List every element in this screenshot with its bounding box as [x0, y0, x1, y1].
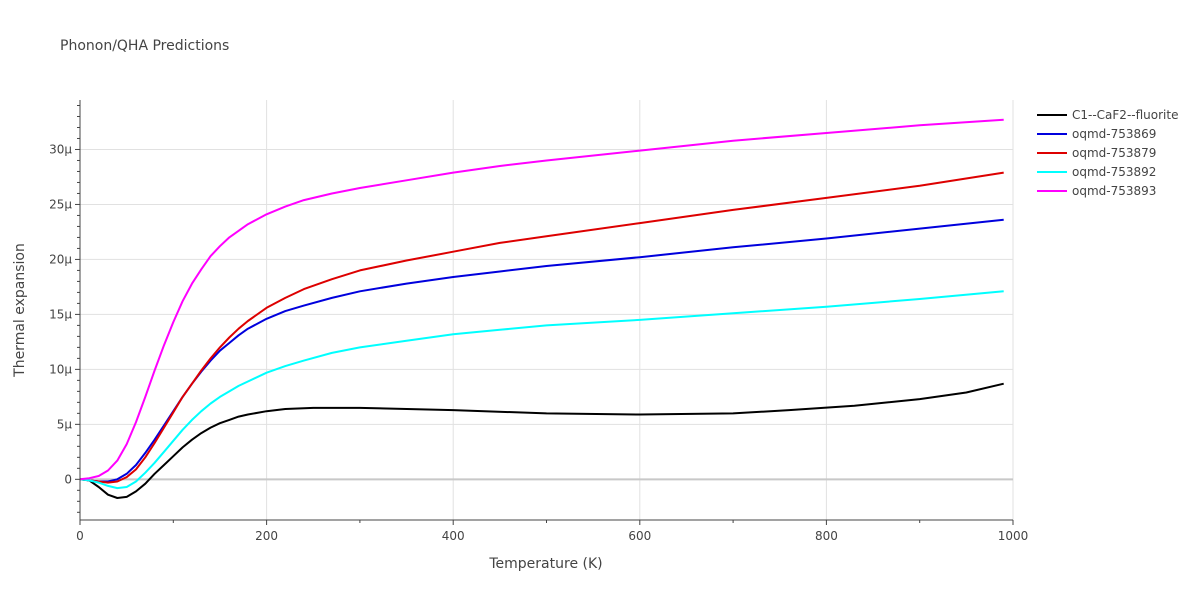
grid [80, 100, 1014, 520]
legend-item-1[interactable]: C1--CaF2--fluorite [1037, 108, 1178, 122]
legend-item-3[interactable]: oqmd-753879 [1037, 146, 1156, 160]
y-axis-title: Thermal expansion [12, 243, 28, 378]
legend-item-4[interactable]: oqmd-753892 [1037, 165, 1156, 179]
legend-item-5[interactable]: oqmd-753893 [1037, 184, 1156, 198]
chart-title: Phonon/QHA Predictions [60, 38, 229, 54]
y-axis-ticks: 0 5μ 10μ 15μ 20μ 25μ 30μ [49, 142, 72, 486]
x-tick-label: 200 [255, 529, 278, 543]
legend-label: oqmd-753879 [1072, 146, 1156, 160]
x-tick-label: 600 [628, 529, 651, 543]
x-axis-ticks: 0 200 400 600 800 1000 [76, 529, 1028, 543]
y-tick-label: 10μ [49, 362, 72, 376]
y-tick-label: 20μ [49, 252, 72, 266]
legend-label: oqmd-753893 [1072, 184, 1156, 198]
series-line-1 [79, 382, 1004, 499]
series-line-2 [79, 218, 1004, 483]
y-tick-label: 0 [64, 472, 72, 486]
x-tick-label: 0 [76, 529, 84, 543]
series-line-4 [79, 290, 1004, 490]
y-tick-label: 15μ [49, 307, 72, 321]
y-tick-label: 30μ [49, 142, 72, 156]
legend-label: C1--CaF2--fluorite [1072, 108, 1178, 122]
x-tick-label: 800 [815, 529, 838, 543]
y-tick-label: 25μ [49, 197, 72, 211]
legend[interactable]: C1--CaF2--fluorite oqmd-753869 oqmd-753879… [1037, 108, 1178, 198]
x-axis-title: Temperature (K) [488, 556, 602, 572]
series-group [79, 118, 1004, 499]
series-line-3 [79, 171, 1004, 484]
legend-label: oqmd-753869 [1072, 127, 1156, 141]
x-tick-label: 1000 [998, 529, 1029, 543]
axes [75, 100, 1014, 525]
x-tick-label: 400 [442, 529, 465, 543]
legend-item-2[interactable]: oqmd-753869 [1037, 127, 1156, 141]
series-line-5 [79, 118, 1004, 481]
y-tick-label: 5μ [57, 417, 73, 431]
legend-label: oqmd-753892 [1072, 165, 1156, 179]
